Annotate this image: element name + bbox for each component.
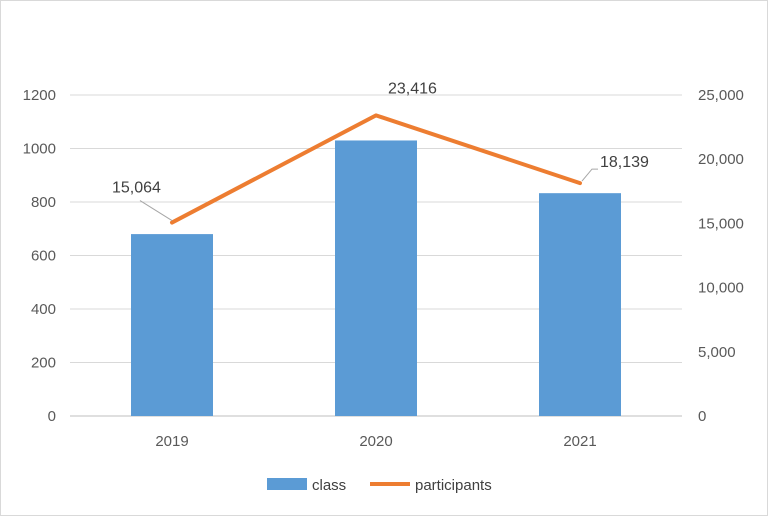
legend-label-participants: participants xyxy=(415,477,492,494)
bar xyxy=(335,140,417,416)
x-tick-label: 2021 xyxy=(563,433,596,450)
left-tick-label: 800 xyxy=(31,194,56,211)
right-axis-ticks: 0 5,000 10,000 15,000 20,000 25,000 xyxy=(698,87,744,425)
left-tick-label: 200 xyxy=(31,355,56,372)
left-tick-label: 600 xyxy=(31,248,56,265)
legend-swatch-class xyxy=(267,478,307,490)
left-tick-label: 1000 xyxy=(23,141,56,158)
legend-label-class: class xyxy=(312,477,346,494)
bar-series-class xyxy=(131,140,621,416)
data-labels: 15,064 23,416 18,139 xyxy=(112,80,649,222)
leader-line xyxy=(581,168,598,182)
x-tick-label: 2020 xyxy=(359,433,392,450)
right-tick-label: 5,000 xyxy=(698,344,736,361)
right-tick-label: 20,000 xyxy=(698,151,744,168)
bar xyxy=(131,234,213,416)
data-label: 18,139 xyxy=(600,154,649,171)
right-tick-label: 25,000 xyxy=(698,87,744,104)
bar xyxy=(539,193,621,416)
right-tick-label: 10,000 xyxy=(698,280,744,297)
line-series-participants xyxy=(170,113,582,225)
legend: class participants xyxy=(267,477,492,494)
x-tick-label: 2019 xyxy=(155,433,188,450)
leader-line xyxy=(139,200,173,222)
x-axis-ticks: 2019 2020 2021 xyxy=(155,433,596,450)
data-label: 23,416 xyxy=(388,80,437,97)
left-tick-label: 0 xyxy=(48,408,56,425)
right-tick-label: 0 xyxy=(698,408,706,425)
left-tick-label: 1200 xyxy=(23,87,56,104)
series-line xyxy=(170,113,582,225)
left-axis-ticks: 0 200 400 600 800 1000 1200 xyxy=(23,87,56,425)
right-tick-label: 15,000 xyxy=(698,215,744,232)
left-tick-label: 400 xyxy=(31,301,56,318)
data-label: 15,064 xyxy=(112,180,161,197)
